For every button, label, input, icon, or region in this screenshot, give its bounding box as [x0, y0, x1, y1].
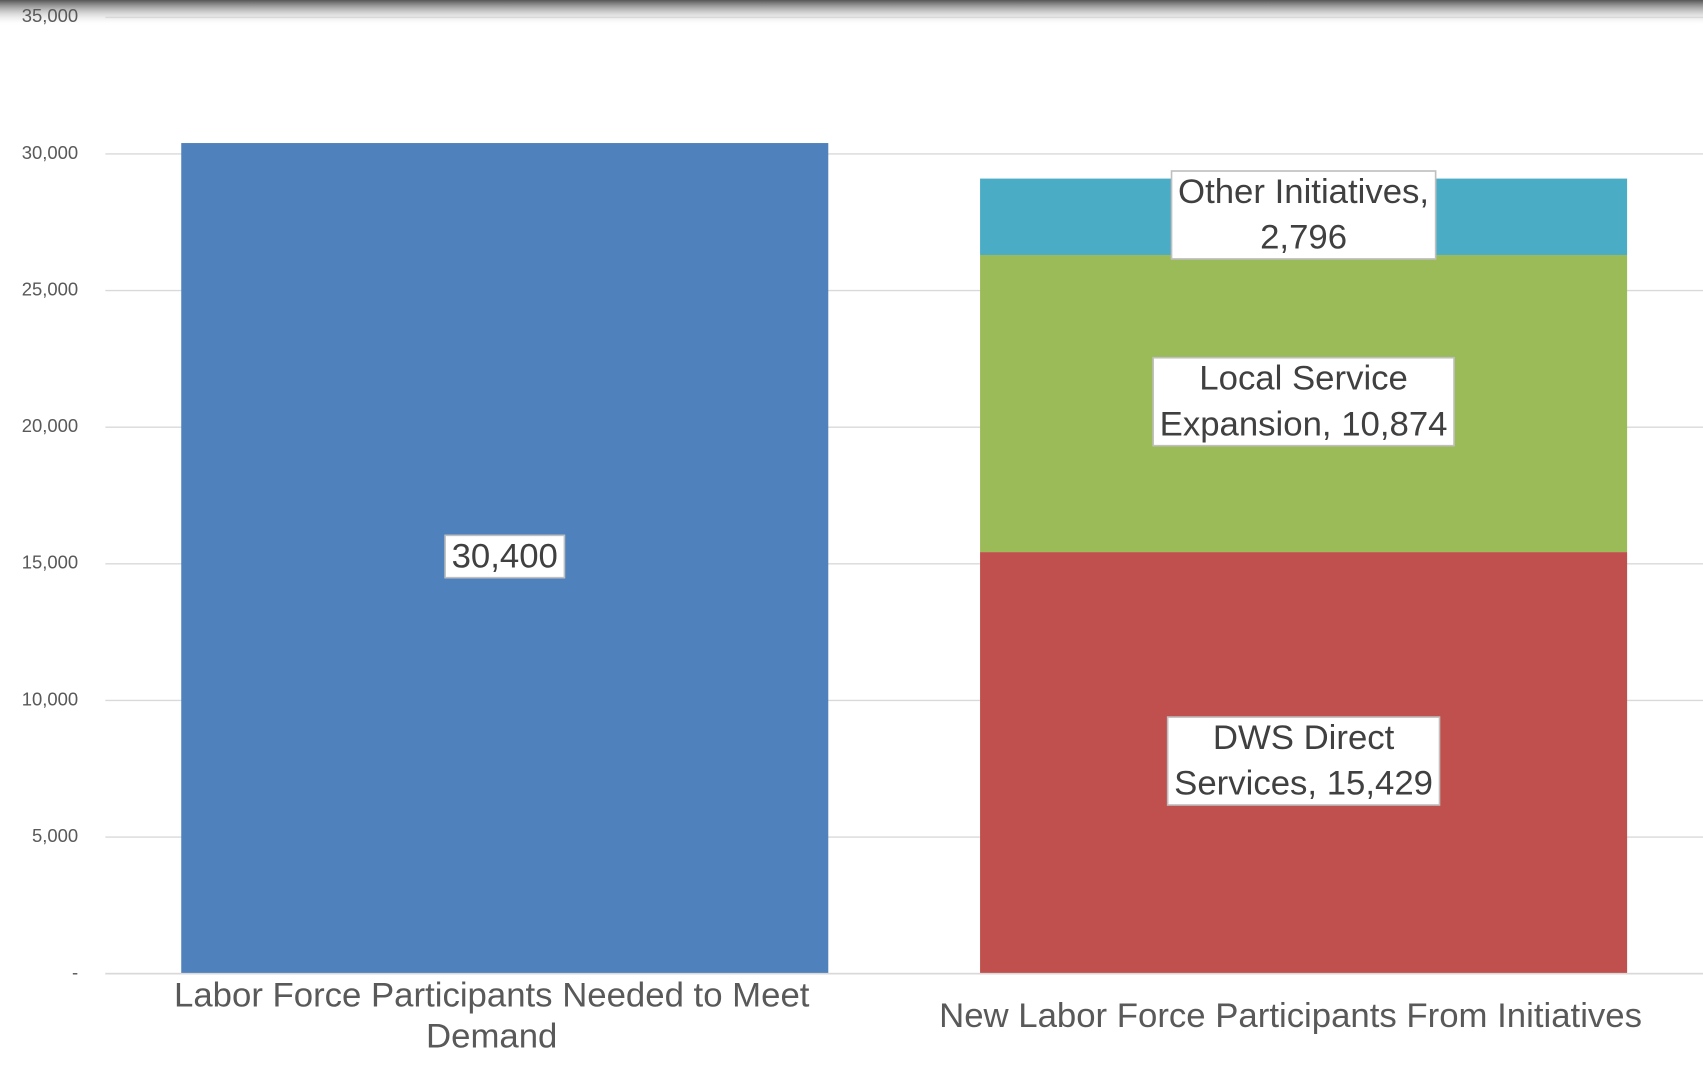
data-label: 30,400	[444, 534, 566, 579]
y-tick-label: 15,000	[22, 552, 78, 573]
y-tick-label: 5,000	[32, 825, 78, 846]
data-label: Other Initiatives, 2,796	[1170, 170, 1437, 260]
data-label-box	[1170, 170, 1437, 260]
data-label-box	[1166, 716, 1441, 806]
y-tick-label: -	[72, 962, 78, 983]
data-label: Local Service Expansion, 10,874	[1152, 356, 1455, 447]
y-tick-label: 20,000	[22, 415, 78, 436]
data-label-box	[1152, 356, 1455, 447]
top-shadow	[0, 0, 1703, 27]
y-tick-label: 10,000	[22, 688, 78, 709]
data-label-text: Local Service Expansion, 10,874	[1160, 360, 1448, 444]
data-label-text: DWS Direct Services, 15,429	[1174, 719, 1433, 803]
y-tick-label: 35,000	[22, 5, 78, 26]
data-label: DWS Direct Services, 15,429	[1166, 716, 1441, 806]
x-tick-label: Labor Force Participants Needed to Meet D…	[174, 977, 810, 1056]
data-label-box	[444, 534, 566, 579]
y-tick-label: 30,000	[22, 142, 78, 163]
y-tick-label: 25,000	[22, 278, 78, 299]
data-label-text: 30,400	[452, 538, 558, 576]
x-tick-label: New Labor Force Participants From Initia…	[939, 997, 1642, 1035]
data-label-text: Other Initiatives, 2,796	[1178, 173, 1429, 257]
